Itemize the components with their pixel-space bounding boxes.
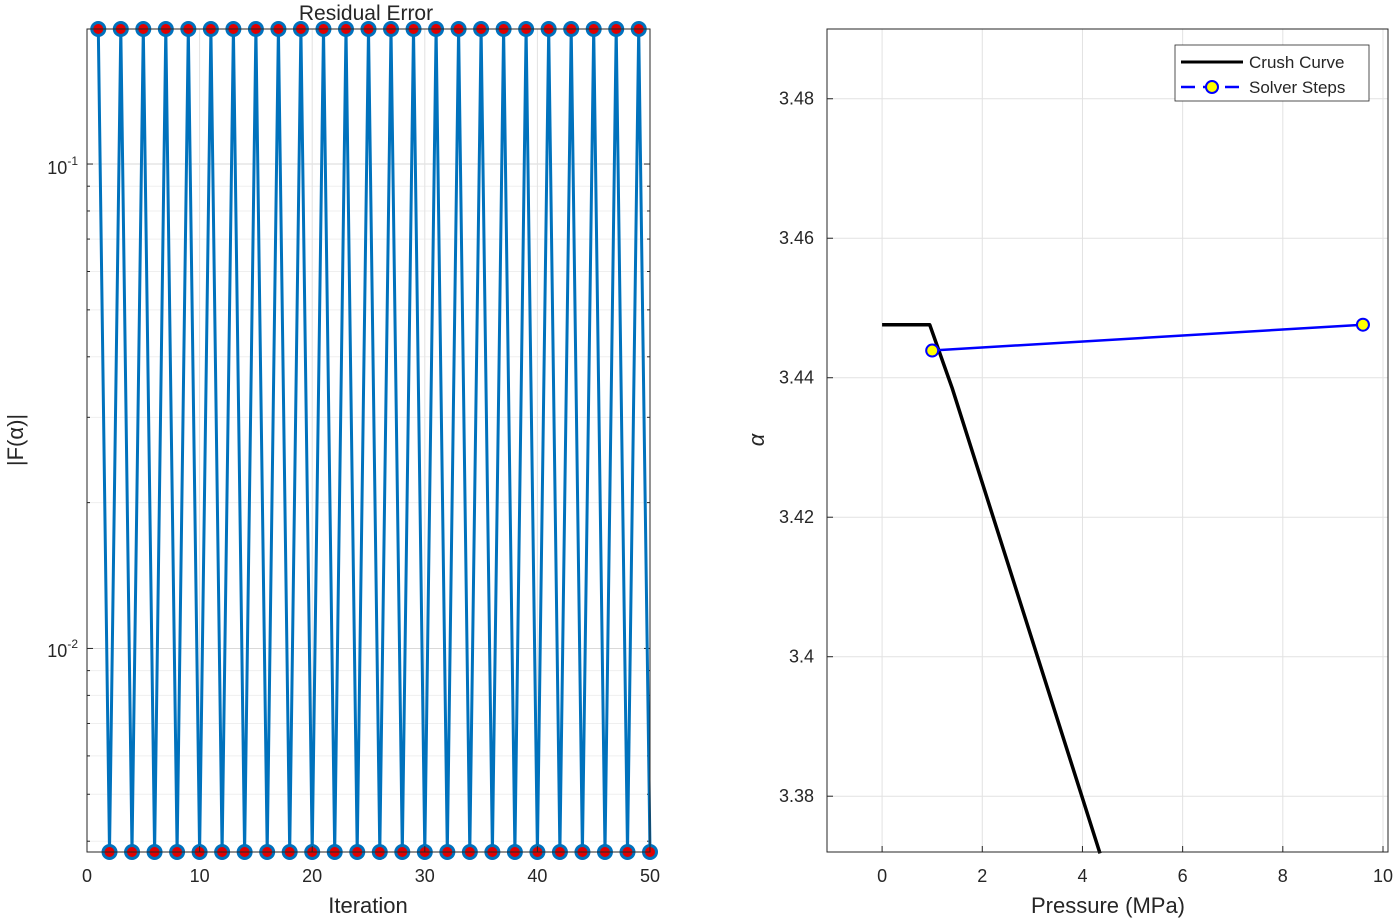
crush-y-ticks: 3.38 3.4 3.42 3.44 3.46 3.48 [779, 89, 833, 806]
crush-ytick-label: 3.42 [779, 507, 814, 527]
crush-ytick-label: 3.46 [779, 228, 814, 248]
crush-axes-box [826, 28, 1389, 853]
crush-axes-background [827, 29, 1388, 852]
residual-xtick-label: 0 [82, 866, 92, 886]
legend-solver-steps-label: Solver Steps [1249, 78, 1345, 97]
legend-crush-curve-label: Crush Curve [1249, 53, 1344, 72]
residual-xtick-label: 30 [415, 866, 435, 886]
solver-step-point [1355, 317, 1370, 332]
solver-step-point [925, 343, 940, 358]
residual-xtick-label: 40 [527, 866, 547, 886]
crush-xtick-label: 8 [1278, 866, 1288, 886]
residual-x-axis-label: Iteration [328, 893, 408, 918]
crush-curve-line [882, 322, 1102, 854]
residual-axes-box [86, 28, 651, 853]
crush-xtick-label: 4 [1077, 866, 1087, 886]
residual-axes-background [87, 29, 650, 852]
solver-steps-line [932, 323, 1364, 352]
residual-xtick-label: 20 [302, 866, 322, 886]
crush-x-axis-label: Pressure (MPa) [1031, 893, 1185, 918]
crush-y-axis-label: α [744, 432, 769, 446]
residual-xtick-label: 10 [190, 866, 210, 886]
crush-ytick-label: 3.4 [789, 647, 814, 667]
legend-solver-steps-marker [1205, 80, 1219, 94]
residual-chart-title: Residual Error [299, 2, 433, 25]
crush-curve-axes: 0 2 4 6 8 10 3.38 3.4 3.42 3.44 3.46 3.48 Pressure… [744, 28, 1393, 918]
legend: Crush Curve Solver Steps [1174, 44, 1370, 102]
crush-series [882, 317, 1370, 854]
residual-y-axis-label: |F(α)| [3, 414, 28, 466]
crush-xtick-label: 6 [1178, 866, 1188, 886]
residual-x-ticks: 0 10 20 30 40 50 [82, 846, 660, 886]
residual-error-axes: 0 10 20 30 40 50 10-2 10-1 Residual Error Ite… [3, 2, 660, 918]
crush-xtick-label: 10 [1373, 866, 1393, 886]
residual-ytick-label-high: 10-1 [47, 154, 78, 178]
crush-ytick-label: 3.48 [779, 89, 814, 109]
residual-series-line [96, 27, 652, 854]
residual-y-ticks: 10-2 10-1 [47, 154, 78, 661]
crush-ytick-label: 3.38 [779, 786, 814, 806]
crush-xtick-label: 0 [877, 866, 887, 886]
residual-xtick-label: 50 [640, 866, 660, 886]
crush-ytick-label: 3.44 [779, 368, 814, 388]
crush-x-ticks: 0 2 4 6 8 10 [877, 846, 1393, 886]
residual-ytick-label-low: 10-2 [47, 637, 78, 661]
crush-xtick-label: 2 [977, 866, 987, 886]
